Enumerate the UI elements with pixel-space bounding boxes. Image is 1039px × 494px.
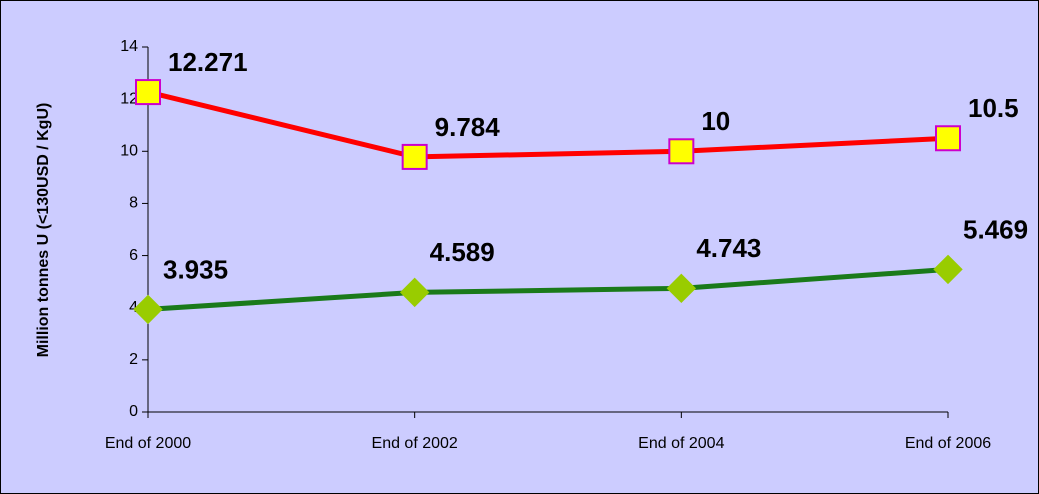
data-label: 5.469	[963, 214, 1028, 244]
data-label: 12.271	[168, 47, 248, 77]
y-tick-label: 14	[120, 38, 138, 55]
series-line	[147, 89, 949, 160]
x-tick-label: End of 2000	[105, 435, 191, 452]
x-tick-label: End of 2002	[372, 435, 458, 452]
y-tick-label: 12	[120, 90, 138, 107]
data-label: 4.743	[696, 233, 761, 263]
y-tick-label: 4	[129, 299, 138, 316]
x-tick-label: End of 2004	[638, 435, 724, 452]
marker	[668, 138, 695, 165]
data-label: 10	[701, 106, 730, 136]
marker	[133, 294, 163, 325]
marker	[401, 143, 428, 170]
marker	[935, 125, 961, 152]
x-tick-label: End of 2006	[905, 435, 991, 452]
marker	[666, 273, 697, 304]
marker	[399, 277, 430, 308]
y-tick-label: 10	[120, 143, 138, 160]
series-line	[147, 266, 949, 312]
marker	[135, 79, 161, 106]
y-tick-label: 8	[129, 195, 138, 212]
y-tick-label: 2	[129, 351, 138, 368]
data-label: 9.784	[435, 112, 501, 142]
y-axis-title: Million tonnes U (<130USD / KgU)	[35, 103, 52, 358]
y-tick-label: 0	[129, 403, 138, 420]
data-label: 4.589	[430, 237, 495, 267]
y-tick-label: 6	[129, 247, 138, 264]
marker	[933, 254, 963, 285]
data-label: 3.935	[163, 254, 228, 284]
data-label: 10.5	[968, 93, 1019, 123]
